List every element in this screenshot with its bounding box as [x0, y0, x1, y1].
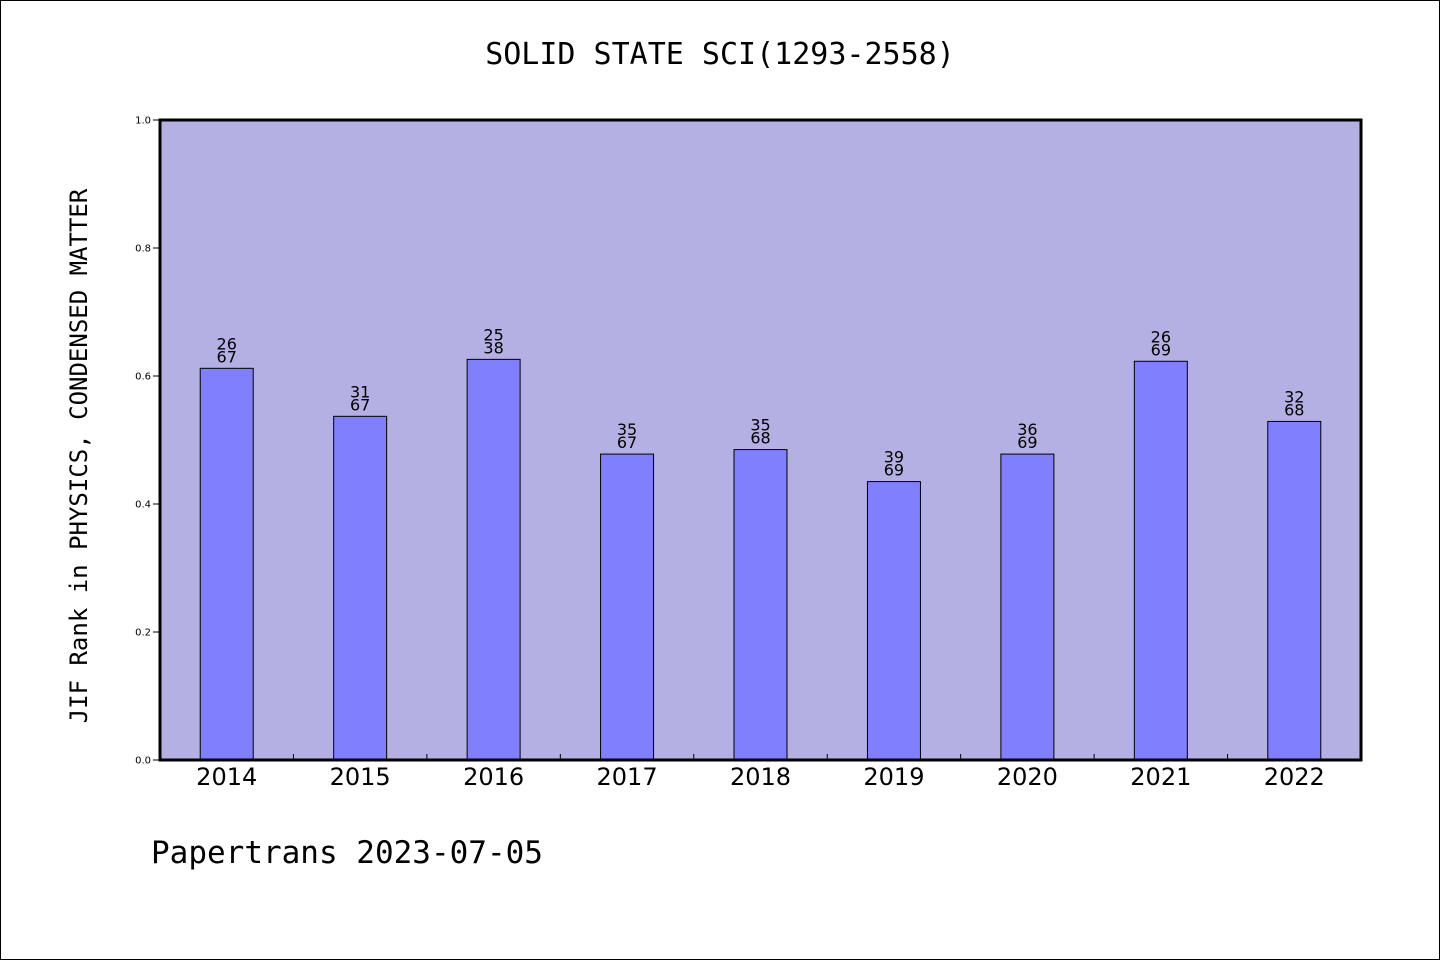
bar [1133, 360, 1188, 761]
y-tick-label: 1.0 [135, 116, 151, 127]
footer-text: Papertrans 2023-07-05 [151, 835, 543, 871]
bar-label-total: 69 [1017, 433, 1037, 452]
bar-label-rank: 36 [1017, 420, 1037, 439]
bar-label-total: 67 [217, 347, 237, 366]
bar-label-rank: 35 [750, 416, 770, 435]
bar [733, 449, 788, 761]
bar [1000, 453, 1055, 761]
chart-title: SOLID STATE SCI(1293-2558) [485, 37, 955, 72]
bar [1267, 420, 1322, 761]
bar [199, 367, 254, 761]
bar-label-rank: 26 [217, 334, 237, 353]
x-tick-label: 2018 [730, 763, 791, 791]
bar-label-total: 67 [350, 395, 370, 414]
y-tick-label: 0.4 [135, 500, 151, 511]
x-tick-label: 2020 [997, 763, 1058, 791]
bar-label-rank: 26 [1151, 327, 1171, 346]
bar-label-rank: 32 [1284, 387, 1304, 406]
x-tick-label: 2017 [597, 763, 658, 791]
y-tick-label: 0.0 [135, 756, 151, 767]
y-tick-label: 0.2 [135, 628, 151, 639]
bar-label-rank: 25 [483, 325, 503, 344]
bar [466, 358, 521, 761]
bar-label-total: 38 [483, 338, 503, 357]
x-tick-label: 2021 [1130, 763, 1191, 791]
bar-label-total: 68 [750, 429, 770, 448]
bar-label-total: 69 [1151, 340, 1171, 359]
bar-label-total: 69 [884, 461, 904, 480]
bar-label-total: 68 [1284, 400, 1304, 419]
x-tick-label: 2019 [863, 763, 924, 791]
bar-label-total: 67 [617, 433, 637, 452]
bar-label-rank: 35 [617, 420, 637, 439]
y-tick-label: 0.8 [135, 244, 151, 255]
bar [600, 453, 655, 761]
bar-label-rank: 31 [350, 382, 370, 401]
bar-label-rank: 39 [884, 448, 904, 467]
x-tick-label: 2014 [196, 763, 257, 791]
x-tick-label: 2015 [330, 763, 391, 791]
y-tick-label: 0.6 [135, 372, 151, 383]
x-tick-label: 2016 [463, 763, 524, 791]
x-tick-label: 2022 [1264, 763, 1325, 791]
bar [333, 415, 388, 761]
bar [866, 481, 921, 761]
plot-border [158, 118, 1363, 762]
